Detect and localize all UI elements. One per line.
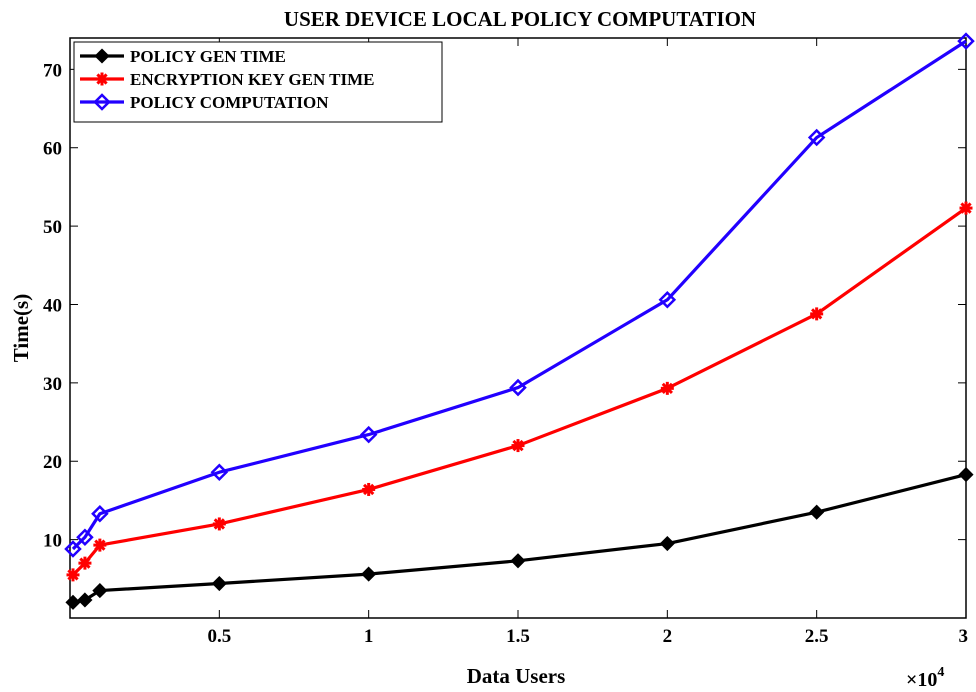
x-tick-label: 2.5	[805, 626, 829, 647]
y-axis-label: Time(s)	[9, 294, 33, 362]
x-axis-multiplier-exponent: 4	[937, 665, 944, 680]
data-point-series-1	[809, 504, 825, 520]
series-line-3	[71, 39, 967, 551]
x-tick-label: 3	[959, 626, 969, 647]
legend-marker-2	[95, 72, 109, 86]
data-point-series-2	[810, 307, 824, 321]
legend: POLICY GEN TIME ENCRYPTION KEY GEN TIME PO…	[73, 41, 443, 123]
data-point-series-2	[660, 381, 674, 395]
data-point-series-3	[658, 291, 677, 309]
data-point-series-1	[510, 553, 526, 569]
data-point-series-3	[91, 504, 109, 523]
legend-box	[73, 41, 443, 123]
data-point-series-1	[77, 592, 93, 608]
chart-title: USER DEVICE LOCAL POLICY COMPUTATION	[284, 7, 756, 31]
y-tick-label: 70	[43, 60, 62, 81]
series-layer	[64, 32, 975, 610]
legend-label-2: ENCRYPTION KEY GEN TIME	[130, 70, 375, 89]
data-point-series-3	[210, 463, 229, 481]
data-point-series-3	[359, 425, 378, 444]
plot-area	[69, 37, 967, 619]
x-axis-multiplier: ×104	[906, 665, 944, 691]
x-tick-label: 0.5	[207, 626, 231, 647]
x-axis-label: Data Users	[467, 664, 566, 688]
y-tick-label: 20	[43, 452, 62, 473]
x-tick-label: 1.5	[506, 626, 530, 647]
data-point-series-1	[361, 566, 377, 582]
data-point-series-2	[959, 201, 973, 215]
data-point-series-2	[362, 482, 376, 496]
data-point-series-3	[76, 528, 94, 547]
data-point-series-2	[66, 568, 80, 582]
data-point-series-3	[509, 378, 527, 397]
data-point-series-1	[65, 594, 81, 610]
y-tick-label: 40	[43, 295, 62, 316]
data-point-series-3	[807, 128, 826, 147]
legend-marker-1	[94, 48, 110, 64]
x-tick-label: 1	[364, 626, 374, 647]
data-point-series-2	[78, 556, 92, 570]
data-point-series-2	[511, 439, 525, 453]
y-tick-label: 60	[43, 139, 62, 160]
x-axis-ticks: 0.5 1 1.5 2 2.5 3	[207, 38, 968, 647]
data-point-series-1	[659, 535, 675, 552]
y-tick-label: 10	[43, 531, 62, 552]
data-point-series-2	[93, 538, 107, 552]
data-point-series-1	[958, 467, 974, 483]
x-tick-label: 2	[663, 626, 673, 647]
legend-label-1: POLICY GEN TIME	[130, 47, 286, 66]
data-point-series-3	[957, 32, 975, 50]
legend-label-3: POLICY COMPUTATION	[130, 93, 329, 112]
legend-marker-3	[93, 93, 111, 111]
data-point-series-1	[92, 583, 108, 599]
y-tick-label: 30	[43, 374, 62, 395]
data-point-series-3	[64, 540, 82, 558]
y-tick-label: 50	[43, 217, 62, 238]
data-point-series-2	[212, 517, 226, 531]
data-point-series-1	[211, 575, 227, 592]
x-axis-multiplier-base: ×10	[906, 669, 937, 691]
